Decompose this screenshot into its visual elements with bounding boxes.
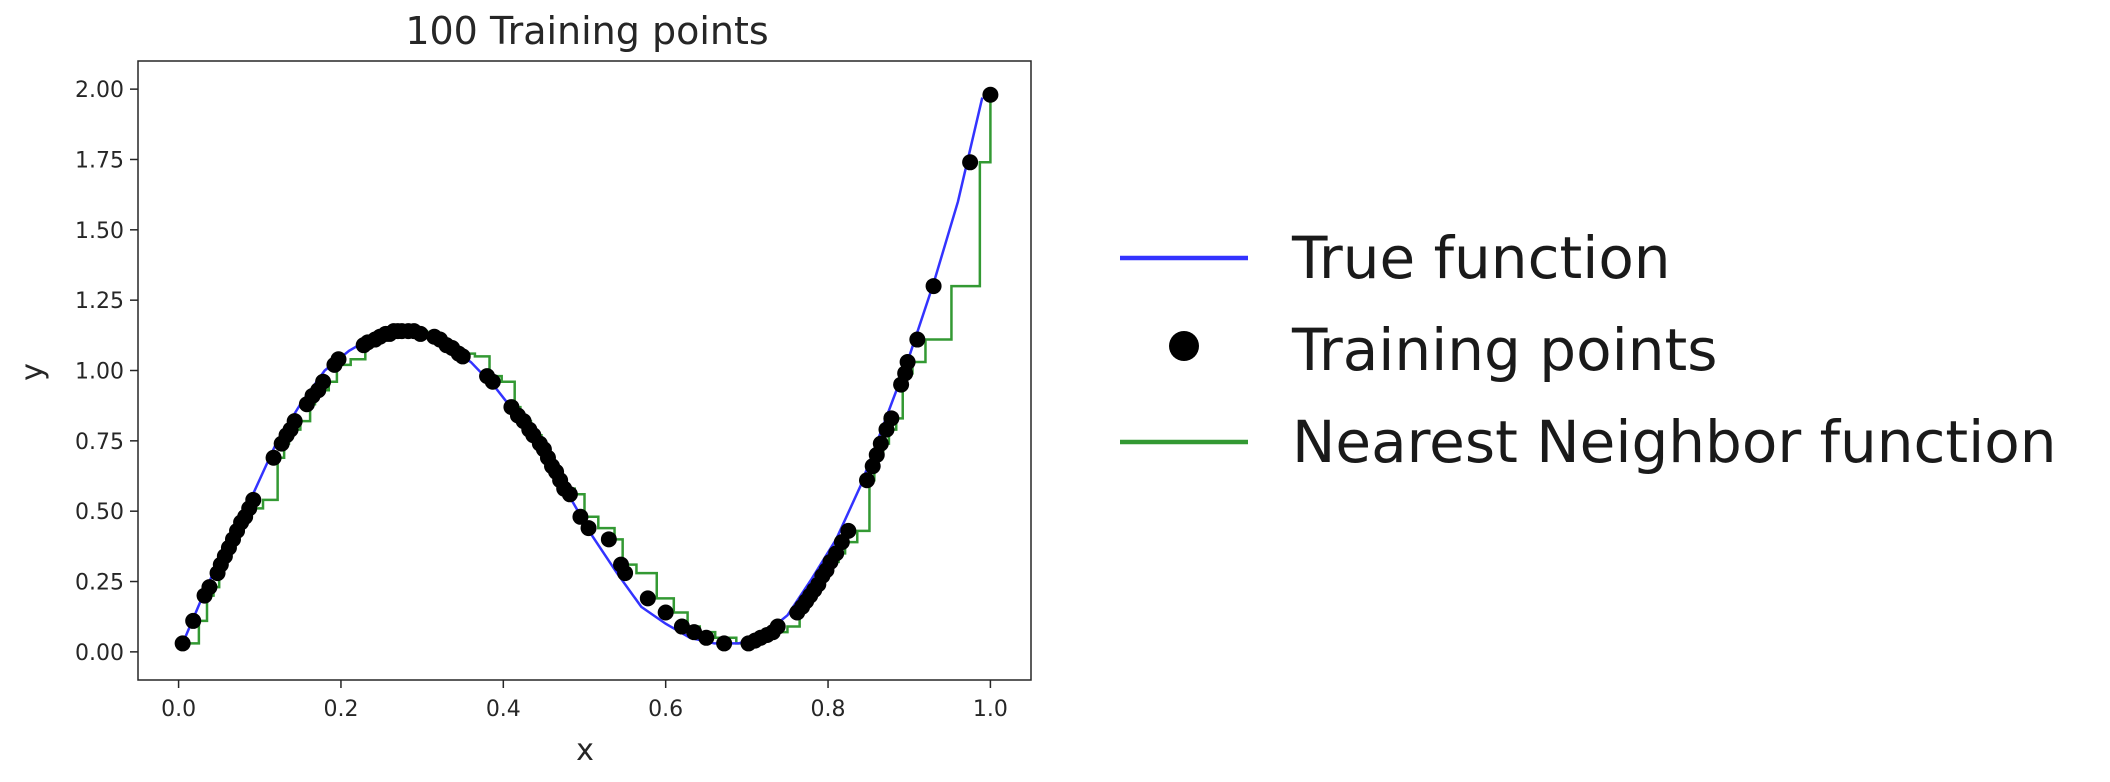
- x-tick-label: 0.4: [486, 697, 521, 722]
- legend-label: Training points: [1291, 316, 1717, 384]
- training-point: [673, 618, 690, 635]
- training-point: [872, 435, 889, 452]
- y-tick-label: 0.75: [75, 430, 124, 455]
- chart-title: 100 Training points: [405, 9, 768, 53]
- x-tick-label: 0.0: [161, 697, 196, 722]
- training-point: [330, 351, 347, 368]
- training-point: [840, 522, 857, 539]
- nearest-neighbor-line: [182, 94, 992, 645]
- x-tick-label: 1.0: [973, 697, 1008, 722]
- y-axis: 0.00 0.25 0.50 0.75 1.00 1.25 1.50 1.75 2.00: [75, 78, 138, 666]
- x-axis: 0.0 0.2 0.4 0.6 0.8 1.0: [161, 680, 1008, 722]
- training-point: [315, 373, 332, 390]
- training-point: [201, 579, 218, 596]
- training-point: [561, 486, 578, 503]
- plot-frame: [137, 60, 1032, 681]
- legend-label: Nearest Neighbor function: [1292, 408, 2057, 476]
- plot-area: [137, 60, 1032, 681]
- training-point: [716, 635, 733, 652]
- training-point: [657, 604, 674, 621]
- legend: True function Training points Nearest Neig…: [1120, 224, 2057, 476]
- legend-dot-swatch: [1169, 331, 1199, 361]
- training-point: [617, 565, 634, 582]
- training-point: [686, 624, 703, 641]
- y-tick-label: 1.25: [75, 289, 124, 314]
- y-tick-label: 0.50: [75, 500, 124, 525]
- y-tick-label: 0.25: [75, 571, 124, 596]
- y-axis-label: y: [15, 363, 50, 381]
- training-point: [600, 531, 617, 548]
- training-point: [265, 449, 282, 466]
- training-point: [925, 278, 942, 295]
- training-point: [769, 618, 786, 635]
- y-tick-label: 1.75: [75, 148, 124, 173]
- training-point: [698, 629, 715, 646]
- y-tick-label: 0.00: [75, 641, 124, 666]
- training-point: [185, 612, 202, 629]
- training-point: [883, 410, 900, 427]
- training-point: [484, 373, 501, 390]
- x-axis-label: x: [576, 733, 594, 768]
- training-point: [639, 590, 656, 607]
- training-point: [580, 520, 597, 537]
- x-tick-label: 0.6: [648, 697, 683, 722]
- x-tick-label: 0.2: [323, 697, 358, 722]
- y-tick-label: 1.00: [75, 360, 124, 385]
- training-point: [174, 635, 191, 652]
- training-point: [859, 472, 876, 489]
- true-function-line: [181, 97, 984, 645]
- legend-label: True function: [1291, 224, 1671, 292]
- training-point: [982, 86, 999, 103]
- training-point: [909, 331, 926, 348]
- y-tick-label: 2.00: [75, 78, 124, 103]
- training-point: [454, 348, 471, 365]
- training-point: [572, 508, 589, 525]
- x-tick-label: 0.8: [811, 697, 846, 722]
- training-point: [962, 154, 979, 171]
- y-tick-label: 1.50: [75, 219, 124, 244]
- series-layer: [174, 86, 999, 652]
- training-point: [245, 491, 262, 508]
- training-point: [899, 354, 916, 371]
- training-point: [286, 413, 303, 430]
- training-point: [412, 325, 429, 342]
